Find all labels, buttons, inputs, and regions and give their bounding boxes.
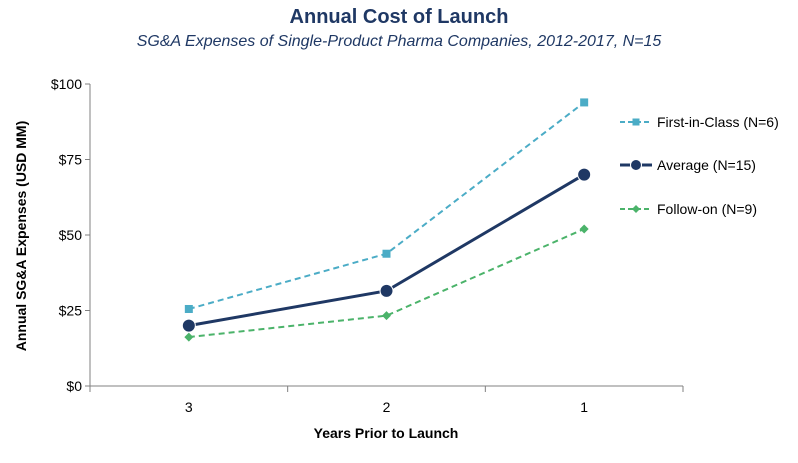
legend-swatch-marker: [632, 205, 640, 213]
legend-label: First-in-Class (N=6): [657, 114, 779, 130]
series-square: [184, 98, 589, 313]
y-tick-label: $0: [66, 378, 82, 394]
legend-swatch-marker: [632, 118, 640, 126]
y-tick-label: $75: [59, 152, 83, 168]
data-point: [379, 283, 394, 298]
legend-item: First-in-Class (N=6): [620, 114, 779, 130]
series-line: [188, 101, 585, 310]
chart-title: Annual Cost of Launch: [289, 6, 509, 28]
data-point: [577, 167, 592, 182]
legend: First-in-Class (N=6) Average (N=15) Follow…: [620, 114, 779, 217]
x-tick-labels: 3 2 1: [185, 399, 588, 415]
series-line: [188, 228, 585, 339]
series-circle: [181, 167, 592, 333]
data-point: [382, 311, 391, 321]
y-tick-label: $100: [51, 76, 82, 92]
data-point: [579, 224, 589, 234]
data-point: [184, 332, 194, 342]
series-diamond: [184, 224, 589, 342]
y-axis-title: Annual SG&A Expenses (USD MM): [13, 121, 29, 352]
y-tick-label: $50: [59, 227, 83, 243]
legend-item: Follow-on (N=9): [620, 201, 757, 217]
chart-subtitle: SG&A Expenses of Single-Product Pharma C…: [136, 33, 662, 50]
legend-item: Average (N=15): [620, 157, 756, 173]
x-tick-label: 1: [580, 399, 588, 415]
y-tick-labels: $0 $25 $50 $75 $100: [51, 76, 82, 394]
x-tick-label: 3: [185, 399, 193, 415]
chart-axes: [85, 83, 684, 392]
data-point: [382, 249, 391, 258]
data-point: [181, 318, 196, 333]
legend-swatch-marker: [630, 159, 642, 171]
legend-label: Average (N=15): [657, 157, 756, 173]
legend-label: Follow-on (N=9): [657, 201, 757, 217]
y-tick-label: $25: [59, 303, 83, 319]
series-layer: [181, 98, 592, 342]
data-point: [580, 98, 589, 107]
data-point: [184, 304, 193, 313]
x-axis-title: Years Prior to Launch: [314, 425, 459, 441]
x-tick-label: 2: [383, 399, 391, 415]
